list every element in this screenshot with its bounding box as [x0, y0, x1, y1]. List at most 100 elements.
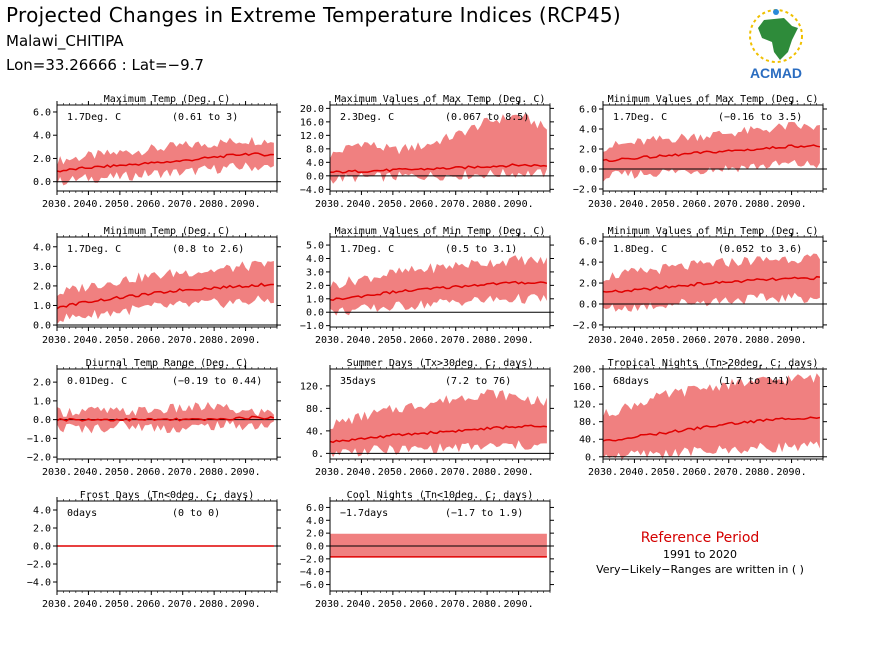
mean-line	[602, 416, 821, 442]
mean-change-label: −1.7days	[340, 508, 388, 519]
plot-frame	[56, 236, 278, 328]
x-tick-label: 2070.	[714, 335, 744, 346]
x-tick-label: 2030.	[588, 467, 618, 478]
y-tick-label: 0.0	[33, 321, 51, 332]
x-tick-label: 2080.	[472, 335, 502, 346]
x-tick-label: 2040.	[346, 467, 376, 478]
x-tick-label: 2070.	[441, 335, 471, 346]
chart-title: Maximum Values of Min Temp (Deg. C)	[335, 226, 546, 237]
x-tick-label: 2060.	[682, 335, 712, 346]
y-tick-label: 2.0	[579, 279, 597, 290]
plot-frame	[329, 368, 551, 460]
y-tick-label: 0.0	[579, 299, 597, 310]
y-tick-label: −2.0	[573, 185, 597, 196]
x-tick-label: 2030.	[588, 335, 618, 346]
x-tick-label: 2070.	[168, 199, 198, 210]
x-tick-label: 2030.	[315, 467, 345, 478]
x-tick-label: 2080.	[472, 199, 502, 210]
y-tick-label: 2.0	[33, 524, 51, 535]
x-tick-label: 2080.	[199, 199, 229, 210]
x-tick-label: 2080.	[745, 199, 775, 210]
y-tick-label: 200.	[573, 365, 597, 376]
y-tick-label: 4.0	[33, 131, 51, 142]
y-tick-label: 0.0	[306, 308, 324, 319]
y-tick-label: 80.	[306, 404, 324, 415]
x-tick-label: 2040.	[619, 467, 649, 478]
x-tick-label: 2050.	[378, 599, 408, 610]
x-tick-label: 2060.	[136, 599, 166, 610]
y-tick-label: 2.0	[33, 281, 51, 292]
y-tick-label: −1.0	[300, 321, 324, 332]
chart-title: Minimum Values of Max Temp (Deg. C)	[608, 94, 819, 105]
x-tick-label: 2090.	[231, 599, 261, 610]
mean-change-label: 0days	[67, 508, 97, 519]
range-band	[330, 533, 547, 557]
likely-range-label: (0.067 to 8.5)	[445, 112, 529, 123]
y-tick-label: 120.	[573, 400, 597, 411]
y-tick-label: 4.0	[306, 158, 324, 169]
y-tick-label: 4.0	[33, 506, 51, 517]
mean-line	[56, 282, 274, 310]
x-tick-label: 2050.	[105, 335, 135, 346]
y-tick-label: 4.0	[306, 516, 324, 527]
x-tick-label: 2080.	[745, 467, 775, 478]
x-tick-label: 2050.	[378, 467, 408, 478]
y-tick-label: 6.0	[33, 107, 51, 118]
y-tick-label: 0.0	[33, 542, 51, 553]
x-tick-label: 2090.	[777, 467, 807, 478]
x-tick-label: 2060.	[409, 335, 439, 346]
y-tick-label: 2.0	[33, 378, 51, 389]
x-tick-label: 2060.	[409, 467, 439, 478]
x-tick-label: 2070.	[441, 467, 471, 478]
y-tick-label: 0.0	[579, 165, 597, 176]
mean-line	[602, 275, 820, 293]
chart-title: Frost Days (Tn<0deg. C; days)	[80, 490, 255, 501]
mean-change-label: 1.8Deg. C	[613, 244, 667, 255]
y-tick-label: 1.0	[33, 396, 51, 407]
mean-change-label: 35days	[340, 376, 376, 387]
x-tick-label: 2080.	[745, 335, 775, 346]
x-tick-label: 2090.	[231, 467, 261, 478]
x-tick-label: 2050.	[378, 335, 408, 346]
y-tick-label: 12.0	[300, 131, 324, 142]
x-tick-label: 2040.	[619, 199, 649, 210]
y-tick-label: −2.0	[27, 560, 51, 571]
x-tick-label: 2060.	[136, 199, 166, 210]
x-tick-label: 2030.	[588, 199, 618, 210]
mean-change-label: 68days	[613, 376, 649, 387]
mean-change-label: 1.7Deg. C	[613, 112, 667, 123]
x-tick-label: 2060.	[136, 335, 166, 346]
y-tick-label: 0.	[585, 452, 597, 463]
y-tick-label: 160.	[573, 382, 597, 393]
x-tick-label: 2050.	[651, 335, 681, 346]
mean-change-label: 1.7Deg. C	[67, 112, 121, 123]
page-title: Projected Changes in Extreme Temperature…	[6, 3, 622, 27]
y-tick-label: 5.0	[306, 241, 324, 252]
x-tick-label: 2050.	[378, 199, 408, 210]
x-tick-label: 2030.	[315, 335, 345, 346]
plot-frame	[329, 104, 551, 192]
y-tick-label: −2.0	[573, 320, 597, 331]
likely-range-label: (0.61 to 3)	[172, 112, 238, 123]
x-tick-label: 2080.	[472, 467, 502, 478]
likely-range-label: (−0.16 to 3.5)	[718, 112, 802, 123]
chart-panel: −2.0 0.0 2.0 4.0 6.0 2030. 2040. 2050. 2060. 2070…	[573, 226, 827, 346]
chart-panel: −1.0 0.0 1.0 2.0 3.0 4.0 5.0 2030. 2040. 2050. 206…	[300, 226, 554, 346]
reference-period-years: 1991 to 2020	[662, 548, 738, 561]
plot-frame	[602, 236, 824, 328]
chart-title: Maximum Values of Max Temp (Deg. C)	[335, 94, 546, 105]
y-tick-label: −6.0	[300, 580, 324, 591]
y-tick-label: 80.	[579, 417, 597, 428]
range-band	[57, 402, 274, 434]
y-tick-label: −2.0	[300, 554, 324, 565]
x-tick-label: 2090.	[231, 199, 261, 210]
chart-panel: 0. 40. 80. 120. 2030. 2040. 2050. 2060. 2070. 208…	[300, 358, 554, 478]
x-tick-label: 2070.	[168, 599, 198, 610]
y-tick-label: 16.0	[300, 117, 324, 128]
mean-line	[329, 280, 548, 301]
likely-range-label: (7.2 to 76)	[445, 376, 511, 387]
range-band	[603, 373, 820, 460]
x-tick-label: 2030.	[42, 335, 72, 346]
mean-line	[329, 163, 548, 174]
